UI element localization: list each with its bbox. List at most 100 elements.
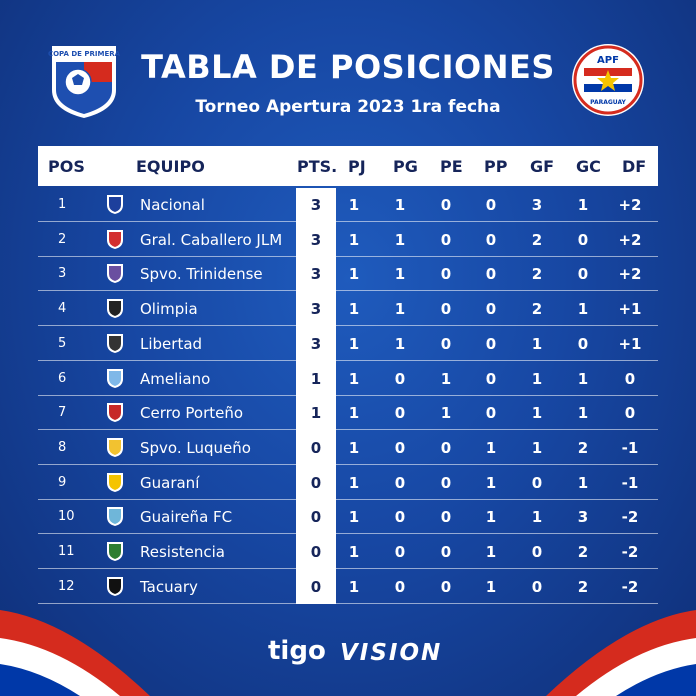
- team-name: Spvo. Luqueño: [140, 438, 251, 457]
- stat-pg: 1: [394, 265, 406, 284]
- stat-pp: 1: [485, 508, 497, 527]
- stat-pj: 1: [348, 265, 360, 284]
- team-name: Tacuary: [140, 577, 198, 596]
- table-row: 8 Spvo. Luqueño 0 1 0 0 1 1 2 -1: [38, 431, 658, 465]
- resistencia-crest-icon: [107, 542, 123, 561]
- stat-gf: 2: [531, 230, 543, 249]
- stat-gc: 2: [577, 577, 589, 596]
- table-row: 1 Nacional 3 1 1 0 0 3 1 +2: [38, 188, 658, 222]
- col-team-header: EQUIPO: [136, 157, 205, 176]
- stat-pj: 1: [348, 196, 360, 214]
- stat-pp: 1: [485, 543, 497, 561]
- team-name: Cerro Porteño: [140, 404, 244, 423]
- stat-pg: 0: [394, 369, 406, 388]
- stat-pe: 0: [440, 334, 452, 353]
- row-position: 1: [58, 197, 67, 212]
- stat-gf: 3: [531, 196, 543, 214]
- stat-df: +2: [618, 230, 642, 249]
- stat-gf: 2: [531, 300, 543, 319]
- col-pts-header: PTS.: [297, 157, 338, 176]
- team-points: 3: [310, 300, 322, 319]
- stat-pj: 1: [348, 300, 360, 319]
- apf-logo-text: APF: [597, 55, 619, 66]
- stat-pe: 1: [440, 369, 452, 388]
- row-position: 11: [58, 544, 75, 559]
- stat-pe: 0: [440, 438, 452, 457]
- row-position: 3: [58, 266, 67, 282]
- stat-df: +1: [618, 300, 642, 319]
- table-row: 11 Resistencia 0 1 0 0 1 0 2 -2: [38, 535, 658, 569]
- stat-pj: 1: [348, 230, 360, 249]
- olimpia-crest-icon: [107, 299, 123, 319]
- stat-gc: 0: [577, 334, 589, 353]
- stat-pg: 1: [394, 334, 406, 353]
- stat-pg: 0: [394, 543, 406, 561]
- stat-df: -2: [621, 577, 639, 596]
- team-points: 0: [310, 438, 322, 457]
- stat-gc: 3: [577, 508, 589, 527]
- stat-pp: 0: [485, 369, 497, 388]
- guarani-crest-icon: [107, 472, 123, 492]
- stat-gf: 0: [531, 543, 543, 561]
- stat-df: 0: [624, 369, 636, 388]
- table-row: 10 Guaireña FC 0 1 0 0 1 1 3 -2: [38, 500, 658, 535]
- team-name: Libertad: [140, 334, 203, 353]
- stat-df: +1: [618, 334, 642, 353]
- stat-pe: 0: [440, 508, 452, 527]
- stat-gf: 0: [531, 577, 543, 596]
- stat-df: +2: [618, 196, 642, 214]
- caballero-crest-icon: [107, 229, 123, 249]
- stat-pp: 0: [485, 404, 497, 423]
- col-pg-header: PG: [393, 157, 418, 176]
- team-points: 3: [310, 334, 322, 353]
- stat-pp: 0: [485, 196, 497, 214]
- stat-gf: 1: [531, 369, 543, 388]
- stat-pe: 0: [440, 230, 452, 249]
- stat-pg: 0: [394, 473, 406, 492]
- copa-de-primera-logo: COPA DE PRIMERA: [48, 46, 120, 118]
- stat-gf: 1: [531, 334, 543, 353]
- stat-pj: 1: [348, 543, 360, 561]
- stat-pe: 0: [440, 265, 452, 284]
- stat-df: -1: [621, 438, 639, 457]
- apf-logo: APF PARAGUAY: [572, 44, 644, 116]
- stat-pg: 0: [394, 438, 406, 457]
- row-position: 8: [58, 439, 67, 455]
- trinidense-crest-icon: [107, 264, 123, 284]
- row-position: 2: [58, 231, 67, 247]
- col-gf-header: GF: [530, 157, 555, 176]
- stat-gc: 0: [577, 265, 589, 284]
- row-position: 5: [58, 335, 67, 351]
- stat-gc: 1: [577, 300, 589, 319]
- sponsor-footer: tigo VISION: [0, 636, 696, 670]
- table-row: 9 Guaraní 0 1 0 0 1 0 1 -1: [38, 466, 658, 500]
- stat-gc: 1: [577, 369, 589, 388]
- team-name: Guaraní: [140, 473, 200, 492]
- stat-pg: 1: [394, 300, 406, 319]
- stat-pj: 1: [348, 508, 360, 527]
- row-position: 7: [58, 405, 67, 421]
- table-row: 5 Libertad 3 1 1 0 0 1 0 +1: [38, 327, 658, 361]
- team-points: 3: [310, 265, 322, 284]
- team-points: 0: [310, 508, 322, 527]
- stat-gc: 1: [577, 404, 589, 423]
- stat-df: -2: [621, 508, 639, 527]
- stat-pj: 1: [348, 438, 360, 457]
- stat-gf: 1: [531, 438, 543, 457]
- team-name: Nacional: [140, 196, 205, 214]
- table-row: 3 Spvo. Trinidense 3 1 1 0 0 2 0 +2: [38, 257, 658, 292]
- stat-pp: 0: [485, 300, 497, 319]
- stat-gc: 2: [577, 438, 589, 457]
- team-points: 0: [310, 473, 322, 492]
- stat-pe: 0: [440, 300, 452, 319]
- stat-pp: 0: [485, 334, 497, 353]
- stat-pp: 0: [485, 265, 497, 284]
- page-title: TABLA DE POSICIONES: [141, 48, 555, 86]
- row-position: 6: [58, 370, 67, 386]
- stat-gf: 0: [531, 473, 543, 492]
- team-points: 1: [310, 404, 322, 423]
- table-row: 6 Ameliano 1 1 0 1 0 1 1 0: [38, 362, 658, 396]
- row-position: 12: [58, 578, 75, 594]
- nacional-crest-icon: [107, 195, 123, 214]
